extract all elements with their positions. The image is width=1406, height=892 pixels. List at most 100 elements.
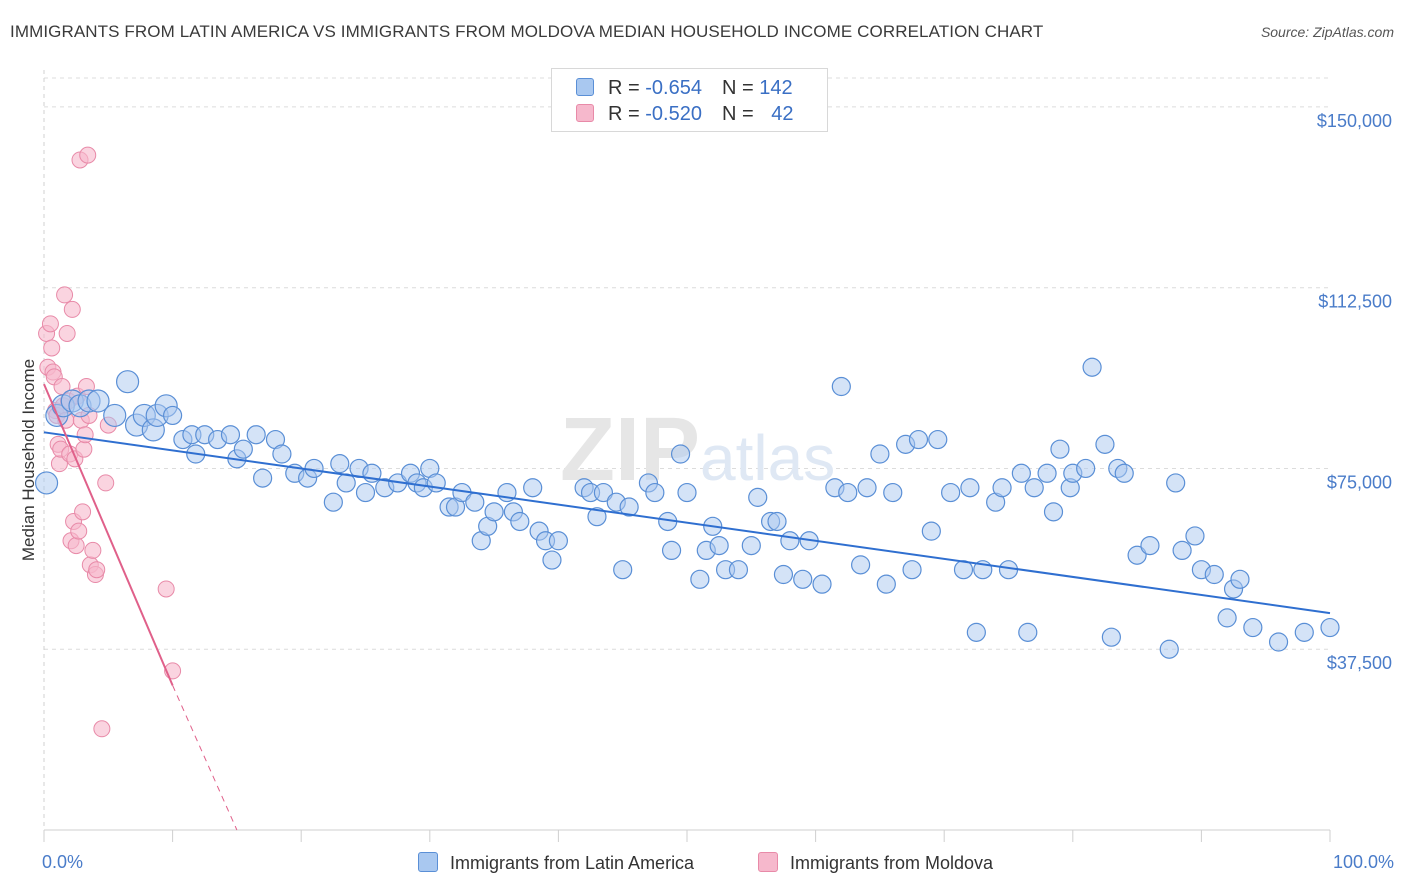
latin-america-point (510, 511, 530, 532)
latin-america-point (1024, 478, 1044, 498)
stats-legend: R = -0.654 N = 142 R = -0.520 N = 42 (551, 68, 828, 132)
bottom-legend-swatch-blue (418, 852, 438, 872)
legend-r-value: -0.654 (645, 77, 702, 99)
latin-america-point (883, 482, 903, 503)
latin-america-point (86, 389, 110, 413)
latin-america-point (1204, 564, 1224, 585)
y-tick-label: $37,500 (1327, 653, 1392, 673)
latin-america-point (1294, 622, 1314, 642)
latin-america-point (323, 492, 343, 512)
latin-america-point (330, 454, 350, 474)
latin-america-point (1185, 526, 1205, 546)
y-tick-label: $75,000 (1327, 472, 1392, 492)
latin-america-point (670, 444, 691, 464)
latin-america-point (1037, 463, 1057, 483)
zipatlas-watermark: ZIPatlas (560, 400, 835, 500)
latin-america-point (1243, 617, 1263, 638)
moldova-point (157, 580, 175, 598)
latin-america-point (966, 622, 986, 642)
legend-n-value: 42 (771, 103, 794, 125)
moldova-point (74, 503, 92, 521)
latin-america-point (613, 560, 633, 580)
moldova-point (75, 440, 93, 458)
latin-america-trend-line (43, 431, 1331, 615)
latin-america-point (1166, 473, 1186, 493)
moldova-point (43, 339, 61, 357)
source-label: Source: ZipAtlas.com (1260, 24, 1394, 40)
latin-america-point (34, 471, 59, 495)
latin-america-point (1140, 535, 1160, 556)
legend-n-label: N = (721, 77, 760, 99)
bottom-legend-label: Immigrants from Moldova (790, 853, 994, 873)
latin-america-point (1050, 439, 1070, 459)
legend-r-label: R = (608, 103, 646, 125)
latin-america-point (1101, 627, 1121, 647)
latin-america-point (709, 535, 729, 556)
latin-america-point (484, 502, 504, 522)
latin-america-point (523, 478, 543, 498)
moldova-trend-line (43, 383, 174, 686)
latin-america-point (908, 429, 929, 450)
latin-america-point (465, 492, 485, 512)
latin-america-point (593, 482, 614, 503)
latin-america-point (812, 574, 832, 594)
latin-america-point (1159, 639, 1179, 659)
latin-america-point (1268, 632, 1289, 652)
latin-america-point (677, 482, 697, 503)
legend-n-value: 142 (759, 77, 793, 99)
bottom-legend-latin-america: Immigrants from Latin America (418, 852, 694, 874)
moldova-point (70, 522, 88, 540)
moldova-point (67, 537, 85, 555)
latin-america-point (690, 569, 710, 589)
latin-america-point (1127, 545, 1147, 565)
latin-america-point (748, 487, 768, 507)
latin-america-point (253, 468, 273, 488)
bottom-legend-label: Immigrants from Latin America (450, 853, 695, 873)
latin-america-point (838, 482, 858, 503)
x-tick-min: 0.0% (42, 852, 83, 872)
moldova-point (58, 324, 76, 342)
moldova-point (41, 315, 59, 333)
latin-america-point (1320, 617, 1340, 638)
moldova-point (79, 146, 97, 164)
latin-america-point (741, 535, 761, 556)
legend-r-label: R = (608, 77, 646, 99)
latin-america-point (902, 560, 922, 580)
moldova-point (76, 426, 94, 444)
latin-america-point (960, 478, 980, 498)
latin-america-point (246, 425, 266, 445)
moldova-point (56, 286, 74, 304)
legend-swatch-pink (576, 104, 594, 122)
latin-america-point (1114, 463, 1134, 483)
latin-america-point (1095, 434, 1115, 454)
latin-america-point (1217, 608, 1237, 628)
latin-america-point (728, 560, 749, 580)
latin-america-point (619, 497, 639, 517)
latin-america-point (1172, 540, 1192, 561)
latin-america-point (355, 482, 376, 503)
y-axis-tick-labels: $37,500 $75,000 $112,500 $150,000 (1317, 111, 1392, 673)
latin-america-point (780, 531, 800, 551)
moldova-point (88, 561, 106, 579)
x-tick-max: 100.0% (1333, 852, 1394, 872)
latin-america-point (1018, 622, 1038, 642)
latin-america-point (103, 403, 127, 428)
latin-america-point (645, 482, 665, 503)
moldova-trend-extension (172, 685, 238, 831)
latin-america-point (661, 540, 682, 561)
legend-row-latin-america: R = -0.654 N = 142 (576, 77, 793, 101)
x-axis-ticks (43, 830, 1331, 842)
latin-america-point (921, 521, 941, 541)
latin-america-point (941, 482, 961, 503)
chart-title: IMMIGRANTS FROM LATIN AMERICA VS IMMIGRA… (10, 22, 1044, 41)
latin-america-point (767, 511, 787, 532)
latin-america-point (548, 531, 569, 551)
latin-america-point (1076, 458, 1096, 479)
latin-america-point (928, 429, 948, 450)
latin-america-point (1011, 463, 1031, 483)
latin-america-point (272, 444, 292, 464)
latin-america-point (542, 550, 562, 570)
latin-america-point (163, 405, 183, 426)
latin-america-point (857, 478, 877, 498)
latin-america-point (870, 444, 890, 464)
